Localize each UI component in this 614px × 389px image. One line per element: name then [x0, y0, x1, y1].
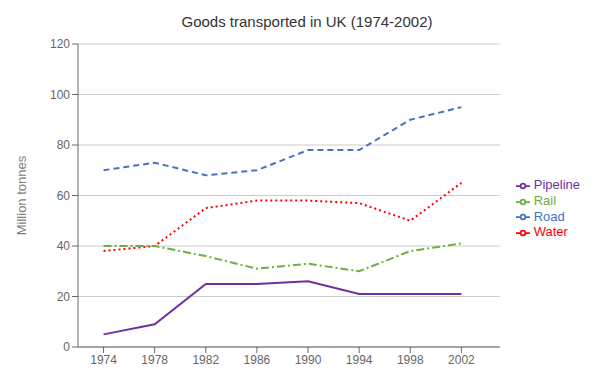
svg-text:1994: 1994: [346, 353, 373, 367]
svg-text:2002: 2002: [448, 353, 475, 367]
html-text:Road: Road: [533, 208, 565, 224]
html-text:Goods transported in UK (1974-: Goods transported in UK (1974-2002): [181, 13, 433, 30]
svg-text:120: 120: [50, 37, 70, 51]
svg-text:Million tonnes: Million tonnes: [14, 155, 29, 235]
svg-text:0: 0: [63, 340, 70, 354]
svg-text:1986: 1986: [244, 353, 271, 367]
svg-text:20: 20: [57, 290, 71, 304]
svg-text:80: 80: [57, 138, 71, 152]
svg-text:1998: 1998: [397, 353, 424, 367]
svg-text:60: 60: [57, 189, 71, 203]
svg-text:1990: 1990: [295, 353, 322, 367]
svg-text:40: 40: [57, 239, 71, 253]
html-text:Pipeline: Pipeline: [533, 177, 580, 193]
svg-text:100: 100: [50, 88, 70, 102]
svg-text:1978: 1978: [141, 353, 168, 367]
svg-text:1974: 1974: [90, 353, 117, 367]
svg-text:1982: 1982: [192, 353, 219, 367]
html-text:Rail: Rail: [533, 192, 557, 208]
html-text:Water: Water: [533, 224, 568, 240]
